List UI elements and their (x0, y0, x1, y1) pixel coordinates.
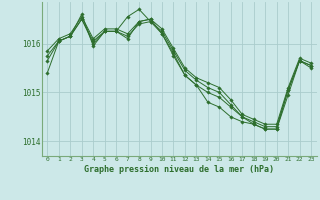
X-axis label: Graphe pression niveau de la mer (hPa): Graphe pression niveau de la mer (hPa) (84, 165, 274, 174)
